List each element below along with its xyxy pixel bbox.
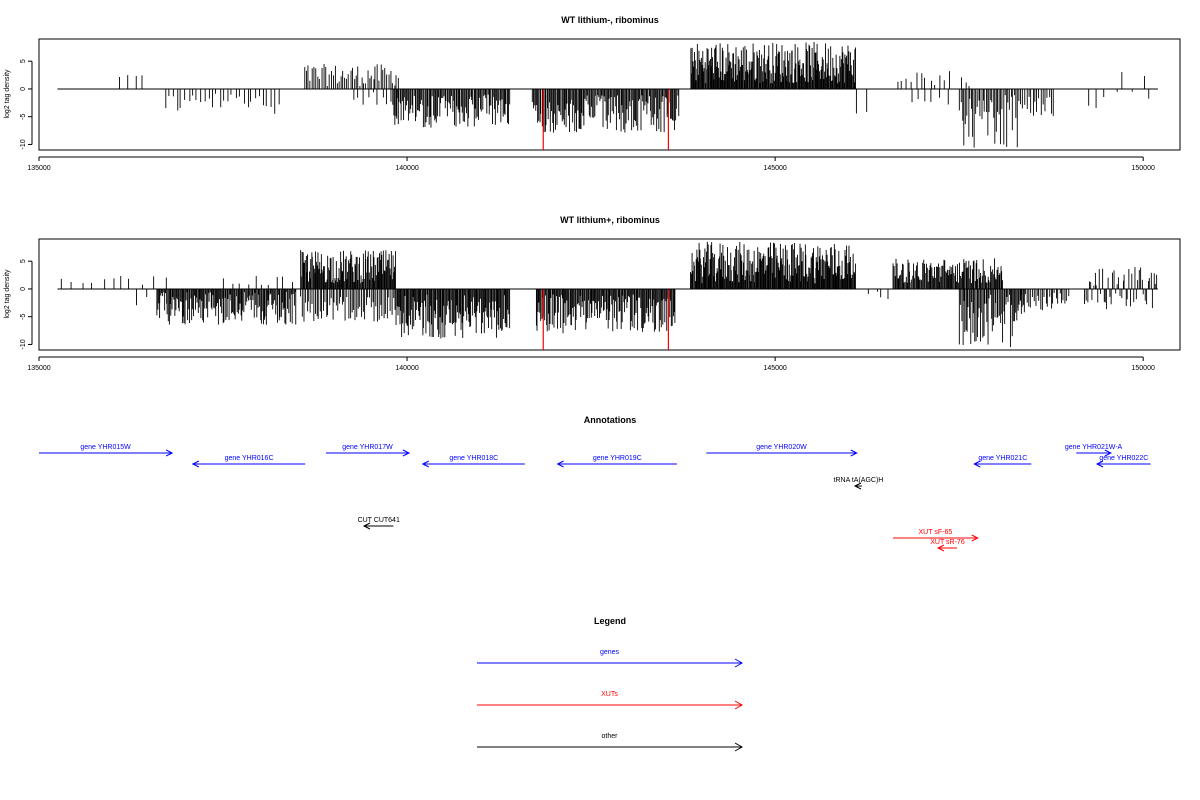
feature-label: gene YHR021W-A [1065, 444, 1123, 451]
x-tick-label: 150000 [1132, 165, 1155, 172]
legend-items: genes XUTs other [477, 649, 744, 752]
feature-arrow-head [1095, 460, 1104, 468]
y-tick-label: 5 [20, 259, 27, 263]
feature-gene: gene YHR017W [325, 444, 411, 457]
feature-arrow-head [556, 460, 564, 468]
feature-arrow-head [853, 482, 862, 490]
plot-frame [38, 238, 1181, 351]
feature-label: XUT sR-76 [930, 539, 965, 546]
legend-label: genes [600, 649, 620, 656]
y-axis-label: log2 tag density [4, 269, 11, 319]
feature-gene: gene YHR016C [191, 455, 306, 468]
x-tick-label: 140000 [395, 165, 418, 172]
feature-other: tRNA tA(AGC)H [834, 477, 884, 490]
y-tick-label: -5 [20, 113, 27, 119]
x-tick-label: 150000 [1132, 365, 1155, 372]
y-tick-label: -5 [20, 313, 27, 319]
panel-title: WT lithium-, ribominus [561, 15, 659, 25]
feature-gene: gene YHR015W [39, 444, 174, 457]
legend-panel: Legend genes XUTs other [477, 616, 744, 752]
x-axis: 135000 140000 145000 150000 [27, 156, 1155, 172]
annotations-title: Annotations [584, 415, 637, 425]
legend-item: XUTs [477, 691, 744, 710]
feature-gene: gene YHR021W-A [1065, 444, 1123, 457]
y-axis-label: log2 tag density [4, 69, 11, 119]
x-axis: 135000 140000 145000 150000 [27, 356, 1155, 372]
y-tick-label: 5 [20, 59, 27, 63]
feature-gene: gene YHR019C [556, 455, 677, 468]
legend-item: other [477, 733, 744, 752]
feature-label: XUT sF-65 [919, 529, 953, 536]
feature-arrow-head [165, 449, 174, 457]
x-tick-label: 145000 [763, 165, 786, 172]
y-tick-label: 0 [20, 287, 27, 291]
feature-label: gene YHR022C [1099, 455, 1148, 462]
bar-series [57, 41, 1158, 150]
legend-arrow-head [734, 700, 744, 710]
feature-gene: gene YHR020W [706, 444, 858, 457]
y-axis: -10 -5 0 5 [20, 59, 33, 150]
feature-label: gene YHR017W [342, 444, 393, 451]
x-tick-label: 135000 [27, 365, 50, 372]
feature-xut: XUT sF-65 [893, 529, 979, 542]
feature-label: tRNA tA(AGC)H [834, 477, 884, 484]
feature-gene: gene YHR022C [1095, 455, 1151, 468]
feature-arrow-head [971, 534, 979, 542]
feature-arrow-head [191, 460, 200, 468]
feature-gene: gene YHR018C [421, 455, 525, 468]
feature-label: CUT CUT641 [358, 517, 400, 524]
legend-arrow-head [734, 658, 744, 668]
feature-list: gene YHR015W gene YHR016C gene YHR017W gene… [39, 444, 1151, 552]
legend-label: XUTs [601, 691, 618, 698]
x-tick-label: 145000 [763, 365, 786, 372]
feature-arrow-head [850, 449, 858, 457]
feature-label: gene YHR019C [593, 455, 642, 462]
feature-label: gene YHR020W [756, 444, 807, 451]
feature-label: gene YHR015W [80, 444, 131, 451]
feature-label: gene YHR016C [225, 455, 274, 462]
legend-arrow-head [734, 742, 744, 752]
feature-xut: XUT sR-76 [930, 539, 965, 552]
panel-title: WT lithium+, ribominus [560, 215, 660, 225]
feature-arrow-head [973, 460, 981, 468]
plot-frame [38, 38, 1181, 151]
feature-gene: gene YHR021C [973, 455, 1032, 468]
track-panel-lithium-plus: WT lithium+, ribominus log2 tag density … [4, 215, 1181, 372]
x-tick-label: 140000 [395, 365, 418, 372]
y-tick-label: 0 [20, 87, 27, 91]
x-tick-label: 135000 [27, 165, 50, 172]
legend-label: other [602, 733, 619, 740]
y-tick-label: -10 [20, 339, 27, 349]
y-axis: -10 -5 0 5 [20, 259, 33, 350]
track-panel-lithium-minus: WT lithium-, ribominus log2 tag density … [4, 15, 1181, 172]
feature-label: gene YHR021C [978, 455, 1027, 462]
bar-series [57, 241, 1158, 350]
feature-arrow-head [362, 522, 371, 530]
legend-title: Legend [594, 616, 626, 626]
feature-label: gene YHR018C [449, 455, 498, 462]
legend-item: genes [477, 649, 744, 668]
feature-arrow-head [402, 449, 411, 457]
feature-other: CUT CUT641 [358, 517, 400, 530]
feature-arrow-head [936, 544, 945, 552]
y-tick-label: -10 [20, 139, 27, 149]
feature-arrow-head [1104, 449, 1112, 457]
feature-arrow-head [421, 460, 430, 468]
